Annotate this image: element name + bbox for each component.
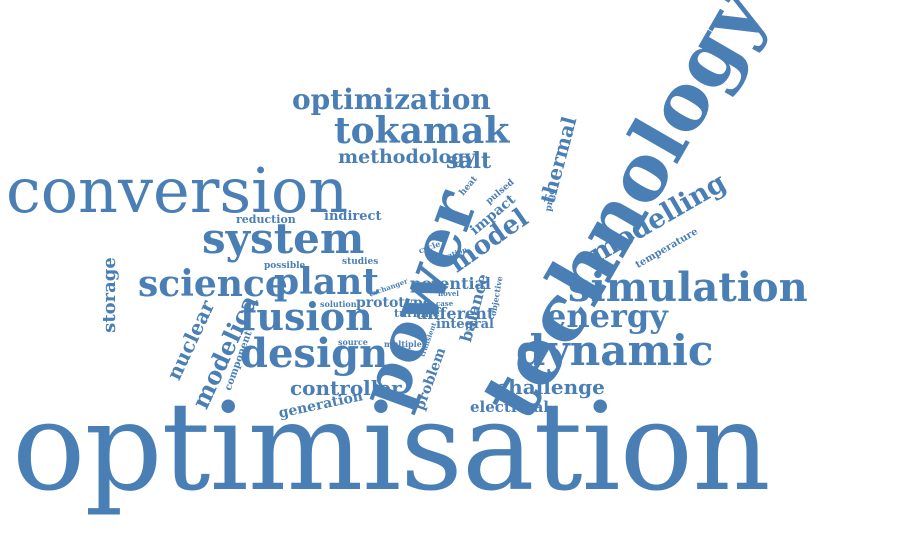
word-optimisation: optimisation	[12, 376, 771, 518]
word-exchanger: reduction	[236, 213, 296, 226]
word-optimization: optimization	[292, 83, 491, 116]
word-salt: turbine	[394, 307, 440, 320]
word-science: science	[138, 263, 288, 305]
word-integral: multiple	[384, 339, 422, 349]
word-energy: energy	[546, 297, 668, 335]
word-simulation: simulation	[568, 264, 808, 311]
word-tokamak: tokamak	[334, 110, 510, 152]
word-nuclear: salt	[446, 148, 492, 174]
word-electrical: studies	[342, 257, 379, 267]
word-generation: storage	[98, 257, 120, 333]
word-different: solution	[320, 299, 357, 309]
word-balance: challenge	[496, 375, 605, 399]
word-design: design	[240, 330, 389, 377]
word-prototype: proc	[543, 188, 558, 213]
word-cycle: integral	[436, 317, 494, 332]
word-temperature: electrical	[470, 398, 549, 416]
word-dynamic: dynamic	[516, 326, 714, 375]
word-controller: possible	[264, 261, 306, 271]
word-proc: potential	[410, 274, 491, 293]
word-step: prototype	[356, 295, 432, 311]
word-studies: novel	[438, 289, 459, 298]
word-heat: different	[416, 304, 495, 323]
word-indirect: heat	[457, 174, 480, 198]
word-potential: source	[338, 337, 368, 347]
word-fusion: fusion	[240, 294, 373, 339]
word-solution: case	[436, 299, 454, 308]
word-system: system	[202, 214, 365, 263]
word-plant: plant	[274, 261, 379, 303]
word-operation: indirect	[324, 209, 382, 224]
word-storage: methodology	[338, 146, 476, 168]
word-impact: controller	[290, 376, 402, 400]
word-thermal: thermal	[535, 114, 582, 206]
word-conversion: conversion	[6, 154, 349, 227]
